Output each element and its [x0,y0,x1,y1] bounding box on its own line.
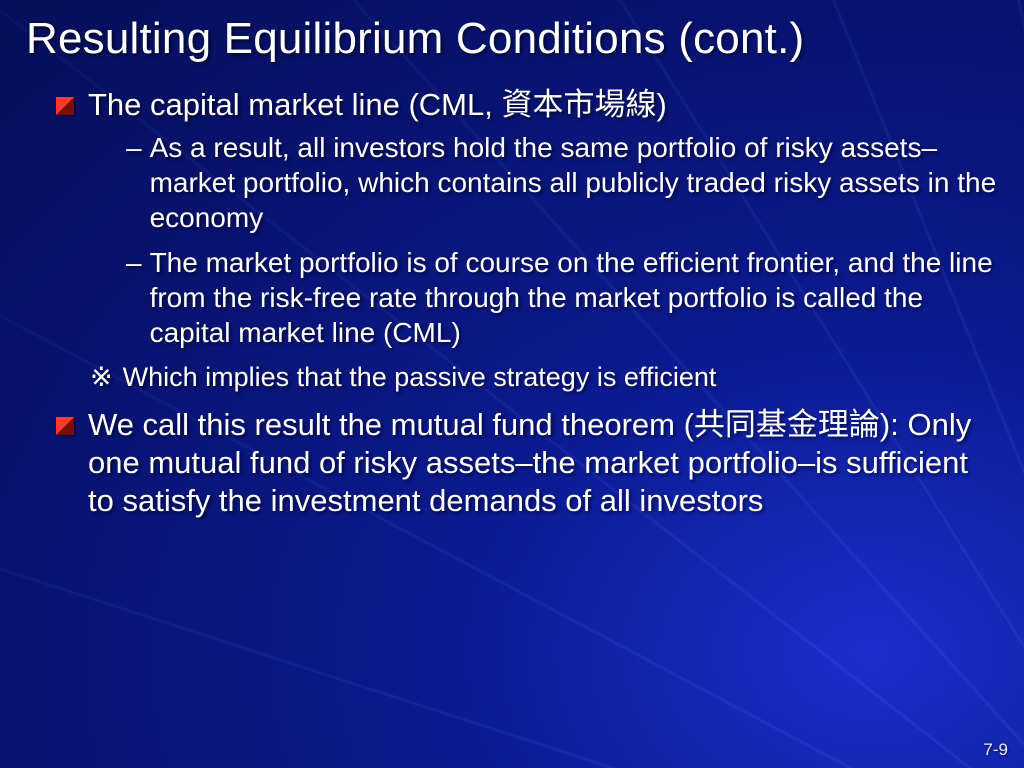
square-bullet-icon [56,417,74,435]
bullet-1-text: The capital market line (CML, 資本市場線) [88,86,667,124]
bullet-1-note: ※ Which implies that the passive strateg… [56,360,998,395]
subbullet-1-2: – The market portfolio is of course on t… [126,245,998,350]
slide-body: The capital market line (CML, 資本市場線) – A… [26,86,998,520]
subbullet-1-1: – As a result, all investors hold the sa… [126,130,998,235]
square-bullet-icon [56,97,74,115]
slide: Resulting Equilibrium Conditions (cont.)… [0,0,1024,768]
dash-icon: – [126,245,142,280]
bullet-1-note-text: Which implies that the passive strategy … [123,360,717,395]
bullet-2: We call this result the mutual fund theo… [56,406,998,519]
slide-title: Resulting Equilibrium Conditions (cont.) [26,14,998,64]
dash-icon: – [126,130,142,165]
subbullet-1-1-text: As a result, all investors hold the same… [150,130,998,235]
page-number: 7-9 [983,740,1008,760]
bullet-1-subitems: – As a result, all investors hold the sa… [56,130,998,350]
bullet-1: The capital market line (CML, 資本市場線) [56,86,998,124]
bullet-2-text: We call this result the mutual fund theo… [88,406,998,519]
subbullet-1-2-text: The market portfolio is of course on the… [150,245,998,350]
reference-mark-icon: ※ [90,360,113,395]
